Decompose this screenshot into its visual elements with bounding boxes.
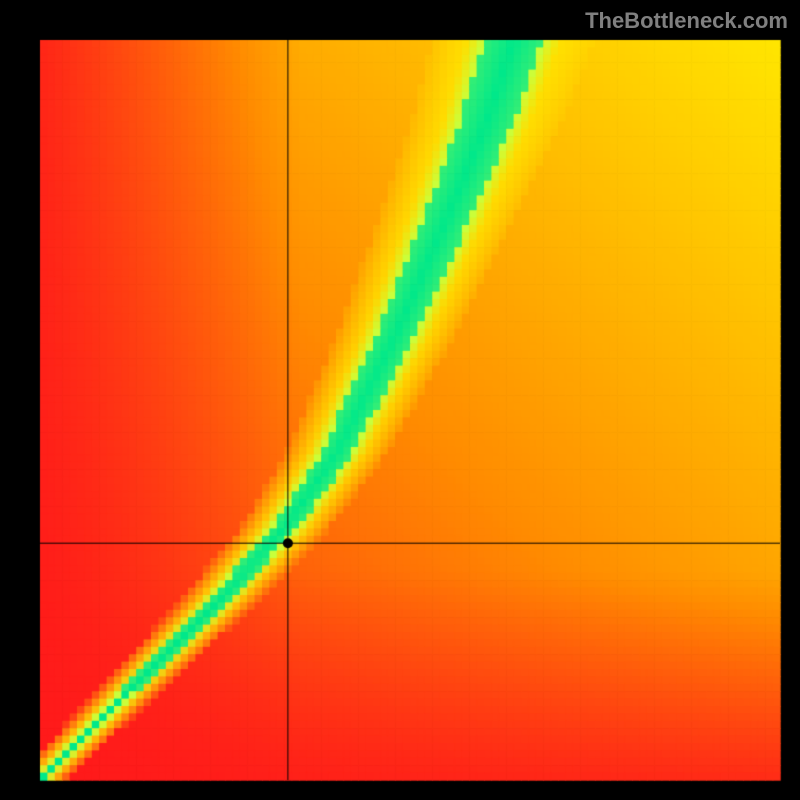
- heatmap-canvas: [0, 0, 800, 800]
- chart-container: TheBottleneck.com: [0, 0, 800, 800]
- watermark-text: TheBottleneck.com: [585, 8, 788, 34]
